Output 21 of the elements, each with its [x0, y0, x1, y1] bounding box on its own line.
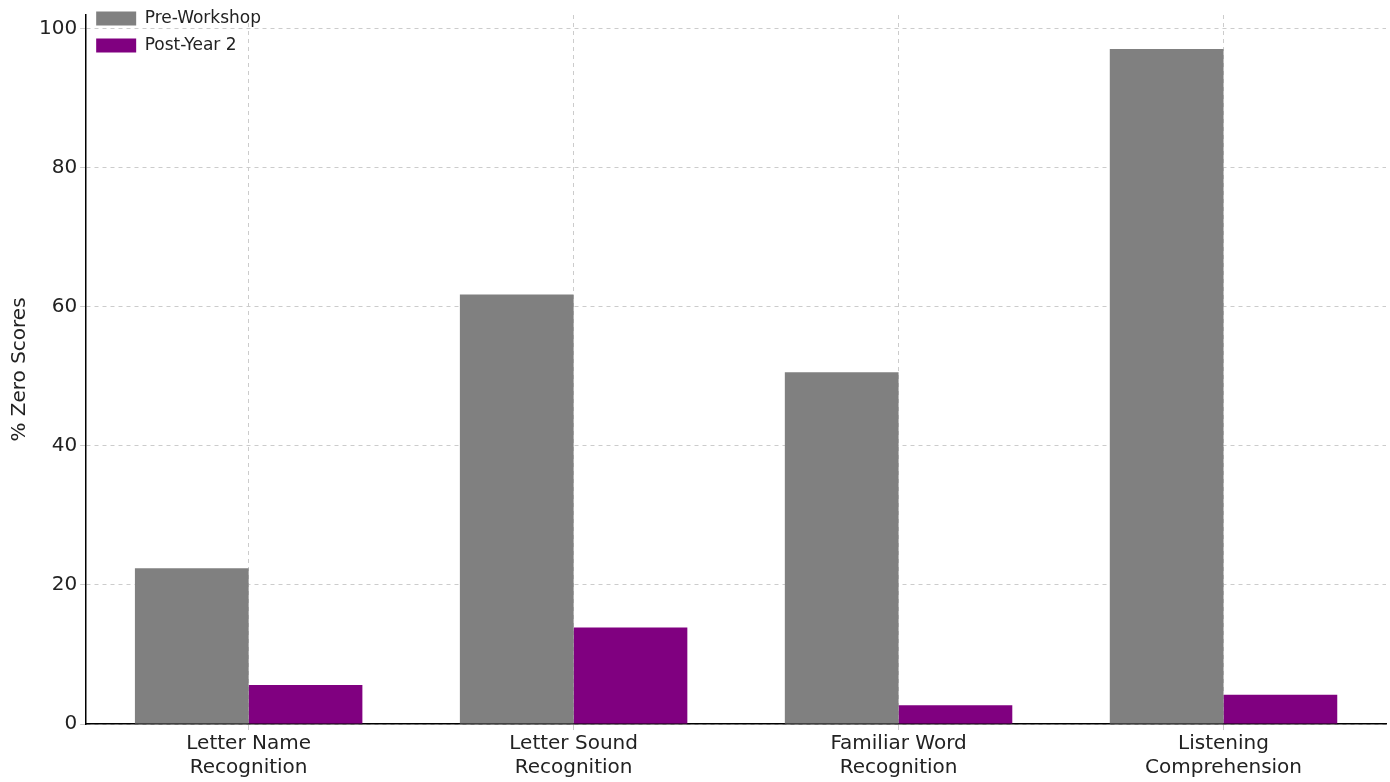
x-tick-label: Familiar Word Recognition: [830, 730, 967, 779]
y-axis-title: % Zero Scores: [6, 297, 31, 442]
x-tick-label: Letter Sound Recognition: [509, 730, 638, 779]
y-tick-label: 80: [51, 154, 78, 179]
x-tick-label: Letter Name Recognition: [186, 730, 311, 779]
y-tick-label: 100: [38, 15, 78, 40]
y-tick-label: 40: [51, 432, 78, 457]
y-tick-label: 60: [51, 293, 78, 318]
bar: [134, 568, 249, 724]
y-tick-label: 20: [51, 571, 78, 596]
bar: [1109, 49, 1224, 724]
bar: [784, 372, 899, 724]
bar: [898, 705, 1013, 724]
x-tick-label: Listening Comprehension: [1145, 730, 1303, 779]
bar: [573, 627, 688, 724]
bar: [1223, 694, 1338, 724]
bar: [459, 294, 574, 724]
y-tick-label: 0: [64, 710, 78, 735]
legend-label: Pre-Workshop: [144, 6, 262, 27]
legend-label: Post-Year 2: [144, 33, 237, 54]
bar: [248, 685, 363, 724]
